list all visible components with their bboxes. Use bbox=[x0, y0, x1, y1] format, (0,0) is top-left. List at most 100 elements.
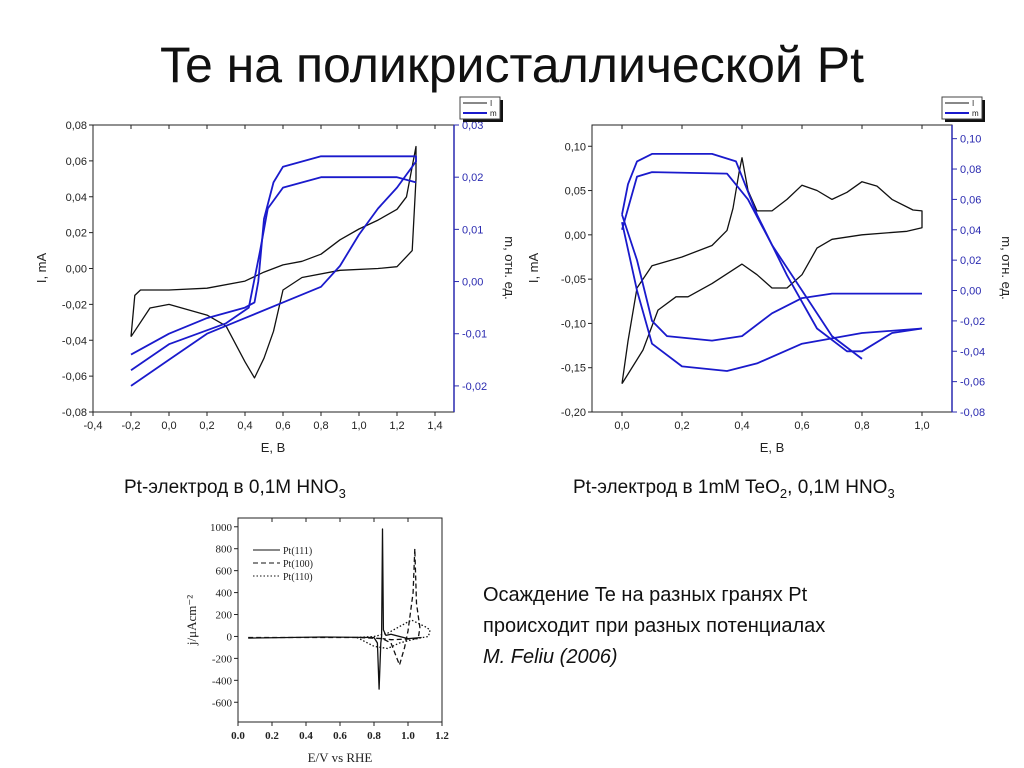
plot-frame bbox=[591, 124, 953, 413]
y2-tick-label: 0,00 bbox=[960, 286, 981, 298]
chart-3: 0.0 0.2 0.4 0.6 0.8 1.0 1.2 1000 800 600 400 200 0 -2… bbox=[184, 517, 449, 765]
x-tick-label: 0,0 bbox=[614, 420, 629, 432]
y2-tick-label: 0,10 bbox=[960, 134, 981, 146]
caption-left-text: Pt-электрод в 0,1M HNO bbox=[124, 477, 339, 498]
y2-tick-label: -0,01 bbox=[462, 329, 487, 341]
y-tick-label: 0 bbox=[227, 631, 233, 643]
caption-right-sub1: 2 bbox=[779, 485, 788, 501]
y2-tick-label: -0,04 bbox=[960, 346, 985, 358]
y2-axis-label: m, отн. ед. bbox=[999, 236, 1014, 300]
x-tick-label: 1.2 bbox=[435, 730, 449, 742]
caption-right: Pt-электрод в 1mM TeO2, 0,1M HNO3 bbox=[573, 477, 895, 501]
chart-2: 0,0 0,2 0,4 0,6 0,8 1,0 0,10 0,05 0,00 -0,05 -0,10… bbox=[526, 96, 1014, 455]
series-line-m bbox=[621, 171, 863, 360]
x-tick-label: 0,4 bbox=[734, 420, 749, 432]
y-tick-label: 800 bbox=[216, 544, 233, 556]
y-tick-label: -0,06 bbox=[62, 371, 87, 383]
x-tick-label: 1.0 bbox=[401, 730, 415, 742]
y2-tick-label: 0,02 bbox=[462, 172, 483, 184]
legend-label: Pt(100) bbox=[283, 559, 313, 570]
y2-tick-label: 0,04 bbox=[960, 225, 981, 237]
y-tick-label: 0,10 bbox=[565, 141, 586, 153]
x-tick-label: 0,4 bbox=[237, 420, 252, 432]
x-tick-label: -0,4 bbox=[84, 420, 103, 432]
caption-right-text: Pt-электрод в 1mM TeO bbox=[573, 477, 780, 498]
y-tick-label: -0,05 bbox=[561, 274, 586, 286]
series-line-m bbox=[130, 155, 417, 387]
x-tick-label: 0.2 bbox=[265, 730, 279, 742]
y-axis-label: I, mA bbox=[526, 253, 541, 284]
note-citation: M. Feliu (2006) bbox=[483, 646, 618, 668]
series-line-m bbox=[621, 222, 923, 372]
caption-left-sub: 3 bbox=[338, 485, 346, 501]
x-tick-label: 0,6 bbox=[275, 420, 290, 432]
x-tick-label: 0,8 bbox=[854, 420, 869, 432]
y-tick-label: 0,00 bbox=[66, 264, 87, 276]
note-text: Осаждение Te на разных гранях Pt происхо… bbox=[483, 580, 825, 673]
x-tick-label: 0,0 bbox=[161, 420, 176, 432]
y2-tick-label: -0,08 bbox=[960, 407, 985, 419]
legend-label: m bbox=[972, 109, 979, 118]
x-tick-label: 1,0 bbox=[914, 420, 929, 432]
y-tick-label: 0,08 bbox=[66, 120, 87, 132]
x-tick-label: 0,2 bbox=[674, 420, 689, 432]
slide-title: Te на поликристаллической Pt bbox=[159, 37, 865, 93]
y-tick-label: -400 bbox=[212, 675, 233, 687]
legend-label: Pt(110) bbox=[283, 572, 313, 583]
y2-tick-label: 0,01 bbox=[462, 224, 483, 236]
y-tick-label: 600 bbox=[216, 566, 233, 578]
y-tick-label: 0,06 bbox=[66, 156, 87, 168]
y2-tick-label: 0,06 bbox=[960, 194, 981, 206]
legend-label: I bbox=[490, 99, 492, 108]
y2-tick-label: 0,03 bbox=[462, 120, 483, 132]
series-line-pt110 bbox=[356, 619, 431, 650]
x-axis-label: E/V vs RHE bbox=[308, 750, 373, 765]
note-line2: происходит при разных потенциалах bbox=[483, 615, 826, 637]
y2-tick-label: -0,02 bbox=[462, 381, 487, 393]
caption-left: Pt-электрод в 0,1M HNO3 bbox=[124, 477, 346, 501]
x-tick-label: 0,2 bbox=[199, 420, 214, 432]
caption-right-sub2: 3 bbox=[887, 485, 895, 501]
y-tick-label: -0,02 bbox=[62, 299, 87, 311]
y2-tick-label: 0,08 bbox=[960, 164, 981, 176]
y-tick-label: 1000 bbox=[210, 522, 233, 534]
x-axis-label: E, В bbox=[760, 440, 785, 455]
y-tick-label: -0,10 bbox=[561, 318, 586, 330]
x-tick-label: 0,8 bbox=[313, 420, 328, 432]
y-tick-label: 0,04 bbox=[66, 192, 87, 204]
x-tick-label: 0,6 bbox=[794, 420, 809, 432]
series-line-m bbox=[621, 214, 922, 342]
x-tick-label: 0.6 bbox=[333, 730, 347, 742]
y-tick-label: 0,05 bbox=[565, 186, 586, 198]
x-tick-label: -0,2 bbox=[122, 420, 141, 432]
legend-label: m bbox=[490, 109, 497, 118]
y-axis-label: j/μAcm⁻² bbox=[184, 595, 199, 646]
legend-label: I bbox=[972, 99, 974, 108]
caption-right-text2: , 0,1M HNO bbox=[787, 477, 888, 498]
y-tick-label: -0,08 bbox=[62, 407, 87, 419]
y2-axis-label: m, отн. ед. bbox=[502, 236, 517, 300]
y-tick-label: -0,15 bbox=[561, 363, 586, 375]
y-tick-label: -200 bbox=[212, 653, 233, 665]
x-tick-label: 0.8 bbox=[367, 730, 381, 742]
y2-tick-label: 0,02 bbox=[960, 255, 981, 267]
x-axis-label: E, В bbox=[261, 440, 286, 455]
note-line1: Осаждение Te на разных гранях Pt bbox=[483, 584, 808, 606]
y-tick-label: 400 bbox=[216, 588, 233, 600]
y-tick-label: -0,04 bbox=[62, 335, 87, 347]
plot-frame bbox=[237, 517, 443, 723]
legend-label: Pt(111) bbox=[283, 546, 312, 557]
x-tick-label: 0.4 bbox=[299, 730, 313, 742]
x-tick-label: 1,2 bbox=[389, 420, 404, 432]
y-tick-label: -0,20 bbox=[561, 407, 586, 419]
series-line-pt100 bbox=[248, 548, 421, 666]
x-tick-label: 0.0 bbox=[231, 730, 245, 742]
y-tick-label: 200 bbox=[216, 610, 233, 622]
y-tick-label: 0,00 bbox=[565, 230, 586, 242]
y-axis-label: I, mA bbox=[34, 253, 49, 284]
y-tick-label: 0,02 bbox=[66, 228, 87, 240]
series-line-i bbox=[621, 157, 923, 385]
x-tick-label: 1,4 bbox=[427, 420, 442, 432]
chart-1: -0,4 -0,2 0,0 0,2 0,4 0,6 0,8 1,0 1,2 1,4 0,08 0,06… bbox=[34, 96, 517, 455]
